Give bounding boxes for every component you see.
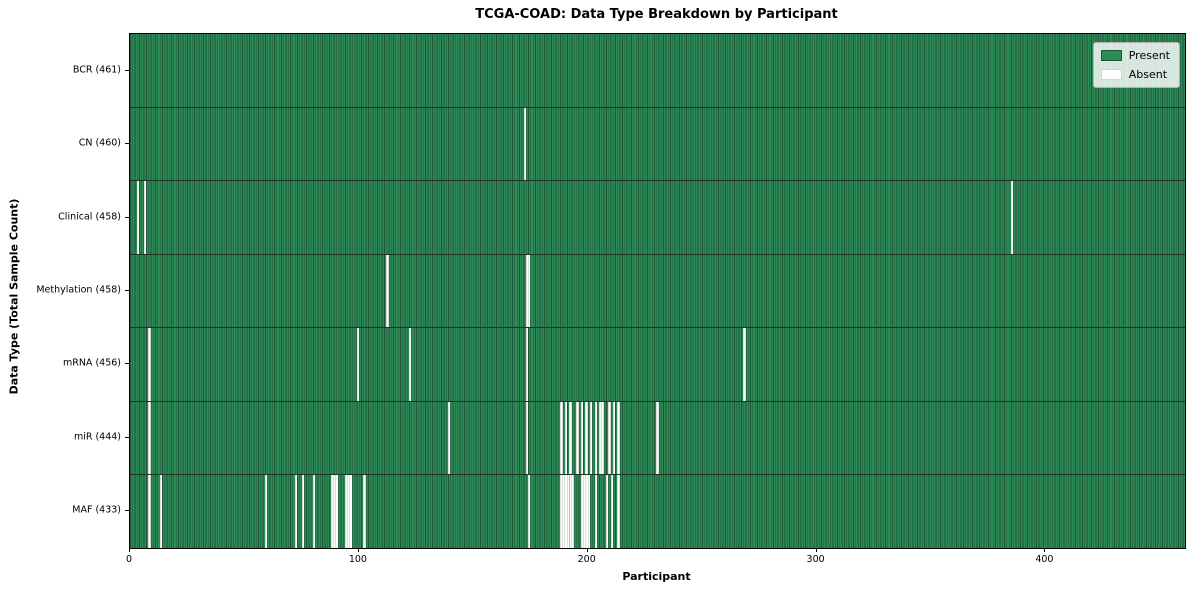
absent-marker xyxy=(294,475,298,549)
absent-marker xyxy=(743,328,746,401)
x-tick-label-300: 300 xyxy=(806,554,825,565)
legend: Present Absent xyxy=(1092,42,1180,88)
absent-marker xyxy=(148,401,151,475)
absent-marker xyxy=(136,181,140,254)
y-tick-label-mrna: mRNA (456) xyxy=(62,357,121,369)
y-tick-label-maf: MAF (433) xyxy=(72,504,121,516)
row-methylation xyxy=(130,253,1185,328)
absent-marker xyxy=(265,475,268,549)
row-mrna xyxy=(130,327,1185,401)
absent-marker xyxy=(612,401,616,475)
absent-marker xyxy=(448,401,451,475)
absent-marker xyxy=(589,401,593,475)
absent-marker xyxy=(576,401,579,475)
row-clinical xyxy=(130,180,1185,254)
legend-label-present: Present xyxy=(1128,49,1170,62)
x-tick-label-100: 100 xyxy=(348,554,367,565)
row-bcr xyxy=(130,34,1185,107)
absent-marker xyxy=(599,401,604,475)
absent-marker xyxy=(560,475,574,549)
absent-marker xyxy=(345,475,352,549)
y-tick xyxy=(125,143,129,145)
y-axis-label: Data Type (Total Sample Count) xyxy=(8,101,21,395)
row-maf xyxy=(130,474,1185,549)
legend-swatch-present xyxy=(1100,50,1122,61)
x-tick xyxy=(815,548,817,552)
absent-marker xyxy=(1011,181,1014,254)
y-tick-label-cn: CN (460) xyxy=(78,137,121,149)
absent-marker xyxy=(525,254,531,328)
y-tick-label-clinical: Clinical (458) xyxy=(58,211,121,223)
x-tick xyxy=(586,548,588,552)
y-tick xyxy=(125,290,129,291)
absent-marker xyxy=(608,401,611,475)
y-axis-label-text: Data Type (Total Sample Count) xyxy=(7,198,21,395)
absent-marker xyxy=(523,107,526,181)
y-tick xyxy=(125,363,129,365)
absent-marker xyxy=(580,475,590,549)
absent-marker xyxy=(528,475,531,549)
y-tick-label-methylation: Methylation (458) xyxy=(36,284,121,296)
absent-marker xyxy=(617,475,620,549)
absent-marker xyxy=(594,475,597,549)
legend-label-absent: Absent xyxy=(1128,68,1168,81)
absent-marker xyxy=(560,401,563,475)
absent-marker xyxy=(386,254,389,328)
absent-marker xyxy=(569,401,572,475)
row-cn xyxy=(130,106,1185,181)
y-tick-label-mir: miR (444) xyxy=(73,431,121,443)
x-tick xyxy=(129,548,130,552)
legend-item-present: Present xyxy=(1100,49,1170,62)
absent-marker xyxy=(606,475,609,549)
y-tick xyxy=(125,69,129,71)
absent-marker xyxy=(594,401,597,475)
plot-area: Present Absent xyxy=(129,33,1186,549)
absent-marker xyxy=(525,328,529,401)
x-tick xyxy=(357,548,359,552)
x-tick-label-200: 200 xyxy=(577,554,596,565)
absent-marker xyxy=(363,475,366,549)
absent-marker xyxy=(656,401,659,475)
y-tick xyxy=(125,216,129,218)
absent-marker xyxy=(610,475,613,549)
absent-marker xyxy=(356,328,359,401)
absent-marker xyxy=(564,401,568,475)
absent-marker xyxy=(617,401,620,475)
y-tick-label-bcr: BCR (461) xyxy=(72,64,121,76)
y-tick xyxy=(125,510,129,512)
y-tick xyxy=(125,436,129,438)
absent-marker xyxy=(331,475,339,549)
absent-marker xyxy=(148,328,151,401)
absent-marker xyxy=(148,475,151,549)
row-mir xyxy=(130,400,1185,475)
absent-marker xyxy=(585,401,588,475)
x-tick-label-400: 400 xyxy=(1035,554,1054,565)
absent-marker xyxy=(143,181,146,254)
absent-marker xyxy=(301,475,304,549)
absent-marker xyxy=(580,401,584,475)
absent-marker xyxy=(159,475,163,549)
legend-swatch-absent xyxy=(1100,69,1122,80)
x-axis-label: Participant xyxy=(622,570,691,583)
absent-marker xyxy=(525,401,529,475)
x-tick xyxy=(1044,548,1046,552)
absent-marker xyxy=(409,328,412,401)
chart-title: TCGA-COAD: Data Type Breakdown by Partic… xyxy=(475,7,838,22)
absent-marker xyxy=(313,475,316,549)
x-tick-label-0: 0 xyxy=(125,554,133,565)
legend-item-absent: Absent xyxy=(1100,68,1170,81)
